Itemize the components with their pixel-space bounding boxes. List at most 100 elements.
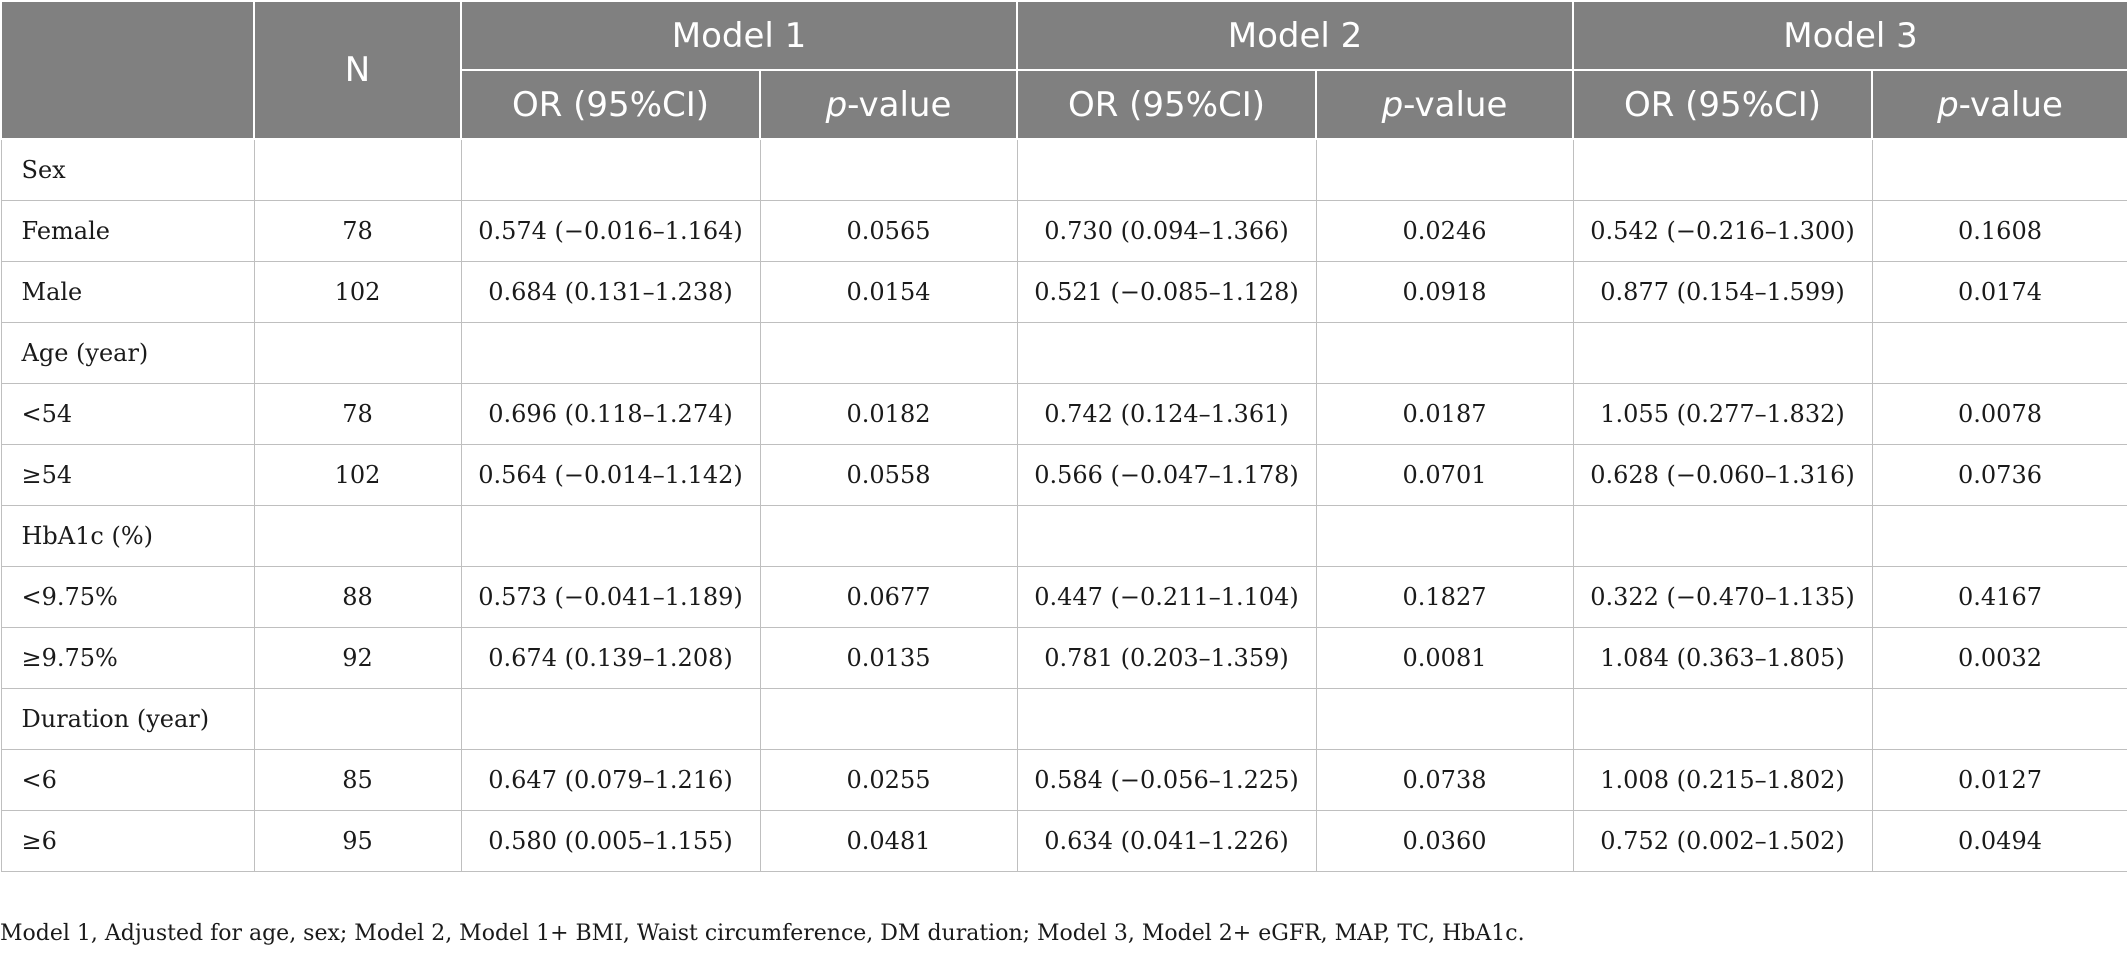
m2-p-cell: 0.0738	[1315, 749, 1574, 811]
m2-or-cell: 0.521 (−0.085–1.128)	[1016, 261, 1317, 323]
row-label: Female	[0, 200, 255, 262]
table-footnote: Model 1, Adjusted for age, sex; Model 2,…	[0, 921, 1525, 946]
m2-p-cell: 0.1827	[1315, 566, 1574, 628]
m3-or-cell: 0.542 (−0.216–1.300)	[1572, 200, 1873, 262]
empty-cell	[1315, 505, 1574, 567]
m3-or-cell: 0.322 (−0.470–1.135)	[1572, 566, 1873, 628]
m3-or-cell: 1.084 (0.363–1.805)	[1572, 627, 1873, 689]
m1-or-cell: 0.684 (0.131–1.238)	[460, 261, 761, 323]
row-label: <9.75%	[0, 566, 255, 628]
m1-p-cell: 0.0182	[759, 383, 1018, 445]
header-or-model-2: OR (95%CI)	[1016, 69, 1317, 140]
p-suffix: -value	[847, 84, 952, 125]
m3-or-cell: 1.008 (0.215–1.802)	[1572, 749, 1873, 811]
m2-or-cell: 0.742 (0.124–1.361)	[1016, 383, 1317, 445]
header-model-1: Model 1	[460, 0, 1018, 71]
header-model-2: Model 2	[1016, 0, 1574, 71]
header-or-model-1: OR (95%CI)	[460, 69, 761, 140]
table-row: <6 85 0.647 (0.079–1.216) 0.0255 0.584 (−0.0…	[0, 749, 2127, 811]
empty-cell	[1016, 322, 1317, 384]
header-blank-cell	[0, 0, 255, 140]
empty-cell	[1016, 505, 1317, 567]
results-table: N Model 1 Model 2 Model 3 OR (95%CI) p-v…	[0, 0, 2127, 872]
group-row: Age (year)	[0, 322, 2127, 384]
empty-cell	[253, 322, 462, 384]
row-label: ≥54	[0, 444, 255, 506]
m3-p-cell: 0.1608	[1871, 200, 2127, 262]
p-italic: p	[1381, 84, 1404, 125]
m3-p-cell: 0.4167	[1871, 566, 2127, 628]
m1-p-cell: 0.0255	[759, 749, 1018, 811]
n-cell: 95	[253, 810, 462, 872]
group-row: Sex	[0, 138, 2127, 201]
m2-p-cell: 0.0360	[1315, 810, 1574, 872]
header-p-model-1: p-value	[759, 69, 1018, 140]
empty-cell	[759, 688, 1018, 750]
empty-cell	[1572, 138, 1873, 201]
header-p-model-3: p-value	[1871, 69, 2127, 140]
empty-cell	[1572, 688, 1873, 750]
row-label: <6	[0, 749, 255, 811]
group-label: Age (year)	[0, 322, 255, 384]
m2-or-cell: 0.584 (−0.056–1.225)	[1016, 749, 1317, 811]
empty-cell	[1871, 322, 2127, 384]
m1-or-cell: 0.674 (0.139–1.208)	[460, 627, 761, 689]
header-or-model-3: OR (95%CI)	[1572, 69, 1873, 140]
m3-p-cell: 0.0078	[1871, 383, 2127, 445]
m1-p-cell: 0.0154	[759, 261, 1018, 323]
empty-cell	[1572, 322, 1873, 384]
empty-cell	[460, 688, 761, 750]
m3-p-cell: 0.0174	[1871, 261, 2127, 323]
n-cell: 85	[253, 749, 462, 811]
empty-cell	[460, 138, 761, 201]
empty-cell	[1871, 688, 2127, 750]
empty-cell	[253, 505, 462, 567]
header-p-model-2: p-value	[1315, 69, 1574, 140]
empty-cell	[759, 505, 1018, 567]
empty-cell	[1315, 322, 1574, 384]
row-label: ≥6	[0, 810, 255, 872]
row-label: Male	[0, 261, 255, 323]
table-row: ≥9.75% 92 0.674 (0.139–1.208) 0.0135 0.781 (…	[0, 627, 2127, 689]
p-italic: p	[825, 84, 848, 125]
m2-p-cell: 0.0081	[1315, 627, 1574, 689]
empty-cell	[1871, 505, 2127, 567]
group-label: Duration (year)	[0, 688, 255, 750]
group-row: HbA1c (%)	[0, 505, 2127, 567]
empty-cell	[460, 505, 761, 567]
m2-or-cell: 0.730 (0.094–1.366)	[1016, 200, 1317, 262]
header-model-3: Model 3	[1572, 0, 2127, 71]
empty-cell	[253, 688, 462, 750]
m1-or-cell: 0.696 (0.118–1.274)	[460, 383, 761, 445]
p-suffix: -value	[1403, 84, 1508, 125]
table-row: Female 78 0.574 (−0.016–1.164) 0.0565 0.730 …	[0, 200, 2127, 262]
m1-or-cell: 0.580 (0.005–1.155)	[460, 810, 761, 872]
empty-cell	[1871, 138, 2127, 201]
m1-or-cell: 0.574 (−0.016–1.164)	[460, 200, 761, 262]
m1-p-cell: 0.0481	[759, 810, 1018, 872]
n-cell: 92	[253, 627, 462, 689]
row-label: <54	[0, 383, 255, 445]
table-header: N Model 1 Model 2 Model 3 OR (95%CI) p-v…	[0, 0, 2127, 140]
m3-p-cell: 0.0127	[1871, 749, 2127, 811]
table-row: ≥54 102 0.564 (−0.014–1.142) 0.0558 0.566 (−…	[0, 444, 2127, 506]
m3-p-cell: 0.0494	[1871, 810, 2127, 872]
table-row: <54 78 0.696 (0.118–1.274) 0.0182 0.742 (0.1…	[0, 383, 2127, 445]
m1-p-cell: 0.0565	[759, 200, 1018, 262]
empty-cell	[1016, 138, 1317, 201]
m2-or-cell: 0.634 (0.041–1.226)	[1016, 810, 1317, 872]
m1-p-cell: 0.0135	[759, 627, 1018, 689]
m3-or-cell: 0.752 (0.002–1.502)	[1572, 810, 1873, 872]
group-label: Sex	[0, 138, 255, 201]
table-row: <9.75% 88 0.573 (−0.041–1.189) 0.0677 0.447 …	[0, 566, 2127, 628]
n-cell: 88	[253, 566, 462, 628]
m2-p-cell: 0.0918	[1315, 261, 1574, 323]
m2-p-cell: 0.0187	[1315, 383, 1574, 445]
n-cell: 78	[253, 200, 462, 262]
m3-or-cell: 1.055 (0.277–1.832)	[1572, 383, 1873, 445]
m2-p-cell: 0.0701	[1315, 444, 1574, 506]
empty-cell	[1315, 138, 1574, 201]
n-cell: 102	[253, 261, 462, 323]
group-row: Duration (year)	[0, 688, 2127, 750]
m3-or-cell: 0.628 (−0.060–1.316)	[1572, 444, 1873, 506]
